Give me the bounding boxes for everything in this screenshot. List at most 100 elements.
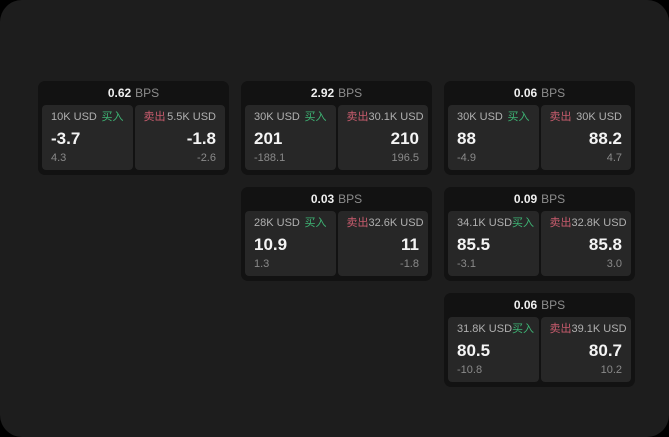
sell-label: 卖出: [549, 323, 572, 335]
quote-card: 2.92 BPS 30K USD 买入 201 -188.1 卖出 30.1K …: [241, 81, 432, 175]
sell-panel-top-row: 卖出 32.6K USD: [346, 217, 424, 229]
buy-amount: 31.8K USD: [457, 323, 513, 335]
card-header: 2.92 BPS: [245, 81, 428, 105]
sell-amount: 30K USD: [576, 111, 622, 123]
buy-change: -10.8: [457, 364, 483, 376]
buy-label: 买入: [507, 111, 530, 123]
quote-panels: 10K USD 买入 -3.7 4.3 卖出 5.5K USD -1.8 -2.…: [42, 105, 225, 170]
sell-price: 80.7: [588, 340, 622, 360]
sell-change: 4.7: [606, 152, 622, 164]
buy-change: 4.3: [51, 152, 67, 164]
card-header: 0.03 BPS: [245, 187, 428, 211]
card-header: 0.62 BPS: [42, 81, 225, 105]
buy-label: 买入: [304, 217, 327, 229]
buy-amount: 30K USD: [457, 111, 503, 123]
sell-panel[interactable]: 卖出 32.8K USD 85.8 3.0: [540, 211, 631, 276]
bps-value: 0.09: [513, 192, 538, 206]
bps-unit-label: BPS: [541, 298, 566, 312]
bps-value: 2.92: [310, 86, 335, 100]
buy-label: 买入: [304, 111, 327, 123]
sell-amount: 5.5K USD: [167, 111, 216, 123]
sell-label: 卖出: [346, 111, 369, 123]
buy-panel-top-row: 28K USD 买入: [254, 218, 327, 229]
sell-price: -1.8: [186, 128, 216, 148]
sell-price: 85.8: [588, 234, 622, 254]
buy-price: 201: [254, 128, 283, 148]
buy-change: -4.9: [457, 152, 476, 164]
card-header: 0.06 BPS: [448, 81, 631, 105]
bps-unit-label: BPS: [541, 192, 566, 206]
quote-card-grid: 0.62 BPS 10K USD 买入 -3.7 4.3 卖出 5.5K USD: [38, 81, 635, 387]
buy-panel-top-row: 34.1K USD 买入: [457, 217, 534, 229]
buy-label: 买入: [101, 111, 124, 123]
quote-card: 0.06 BPS 30K USD 买入 88 -4.9 卖出 30K USD: [444, 81, 635, 175]
buy-amount: 30K USD: [254, 111, 300, 123]
sell-panel-top-row: 卖出 39.1K USD: [549, 323, 627, 335]
buy-panel-top-row: 30K USD 买入: [457, 112, 530, 123]
sell-change: 10.2: [600, 364, 622, 376]
bps-value: 0.62: [107, 86, 132, 100]
sell-change: -1.8: [400, 258, 419, 270]
quote-card: 0.09 BPS 34.1K USD 买入 85.5 -3.1 卖出 32.8K…: [444, 187, 635, 281]
buy-panel[interactable]: 10K USD 买入 -3.7 4.3: [42, 105, 133, 170]
buy-panel-top-row: 10K USD 买入: [51, 112, 124, 123]
quote-panels: 30K USD 买入 88 -4.9 卖出 30K USD 88.2 4.7: [448, 105, 631, 170]
sell-label: 卖出: [549, 217, 572, 229]
quote-panels: 28K USD 买入 10.9 1.3 卖出 32.6K USD 11 -1.8: [245, 211, 428, 276]
sell-change: 3.0: [606, 258, 622, 270]
bps-unit-label: BPS: [541, 86, 566, 100]
sell-amount: 39.1K USD: [571, 323, 627, 335]
buy-change: -3.1: [457, 258, 476, 270]
buy-price: -3.7: [51, 128, 81, 148]
card-header: 0.09 BPS: [448, 187, 631, 211]
sell-label: 卖出: [346, 217, 369, 229]
buy-panel-top-row: 30K USD 买入: [254, 112, 327, 123]
sell-panel[interactable]: 卖出 30K USD 88.2 4.7: [540, 105, 631, 170]
quote-card: 0.06 BPS 31.8K USD 买入 80.5 -10.8 卖出 39.1…: [444, 293, 635, 387]
bps-value: 0.03: [310, 192, 335, 206]
buy-price: 88: [457, 128, 476, 148]
buy-amount: 10K USD: [51, 111, 97, 123]
buy-panel[interactable]: 34.1K USD 买入 85.5 -3.1: [448, 211, 539, 276]
quote-card: 0.03 BPS 28K USD 买入 10.9 1.3 卖出 32.6K US…: [241, 187, 432, 281]
bps-unit-label: BPS: [338, 86, 363, 100]
bps-unit-label: BPS: [135, 86, 160, 100]
bps-value: 0.06: [513, 86, 538, 100]
buy-price: 10.9: [254, 234, 288, 254]
buy-amount: 34.1K USD: [457, 217, 513, 229]
sell-change: 196.5: [391, 152, 419, 164]
sell-price: 11: [401, 234, 419, 254]
buy-label: 买入: [512, 323, 535, 335]
bps-unit-label: BPS: [338, 192, 363, 206]
buy-panel[interactable]: 28K USD 买入 10.9 1.3: [245, 211, 336, 276]
buy-panel-top-row: 31.8K USD 买入: [457, 323, 534, 335]
bps-value: 0.06: [513, 298, 538, 312]
sell-panel[interactable]: 卖出 39.1K USD 80.7 10.2: [540, 317, 631, 382]
sell-panel-top-row: 卖出 30K USD: [550, 112, 623, 123]
sell-panel-top-row: 卖出 32.8K USD: [549, 217, 627, 229]
sell-panel-top-row: 卖出 30.1K USD: [346, 111, 424, 123]
buy-panel[interactable]: 31.8K USD 买入 80.5 -10.8: [448, 317, 539, 382]
quote-panels: 30K USD 买入 201 -188.1 卖出 30.1K USD 210 1…: [245, 105, 428, 170]
buy-panel[interactable]: 30K USD 买入 201 -188.1: [245, 105, 336, 170]
sell-panel[interactable]: 卖出 32.6K USD 11 -1.8: [337, 211, 428, 276]
quote-card: 0.62 BPS 10K USD 买入 -3.7 4.3 卖出 5.5K USD: [38, 81, 229, 175]
sell-label: 卖出: [143, 111, 166, 123]
buy-price: 85.5: [457, 234, 491, 254]
buy-panel[interactable]: 30K USD 买入 88 -4.9: [448, 105, 539, 170]
buy-change: -188.1: [254, 152, 286, 164]
sell-price: 210: [390, 128, 419, 148]
sell-panel[interactable]: 卖出 30.1K USD 210 196.5: [337, 105, 428, 170]
sell-amount: 32.8K USD: [571, 217, 627, 229]
sell-change: -2.6: [197, 152, 216, 164]
sell-price: 88.2: [588, 128, 622, 148]
buy-change: 1.3: [254, 258, 270, 270]
sell-amount: 30.1K USD: [368, 111, 424, 123]
card-header: 0.06 BPS: [448, 293, 631, 317]
buy-label: 买入: [512, 217, 535, 229]
sell-panel[interactable]: 卖出 5.5K USD -1.8 -2.6: [134, 105, 225, 170]
sell-label: 卖出: [549, 111, 572, 123]
sell-panel-top-row: 卖出 5.5K USD: [144, 112, 217, 123]
sell-amount: 32.6K USD: [368, 217, 424, 229]
